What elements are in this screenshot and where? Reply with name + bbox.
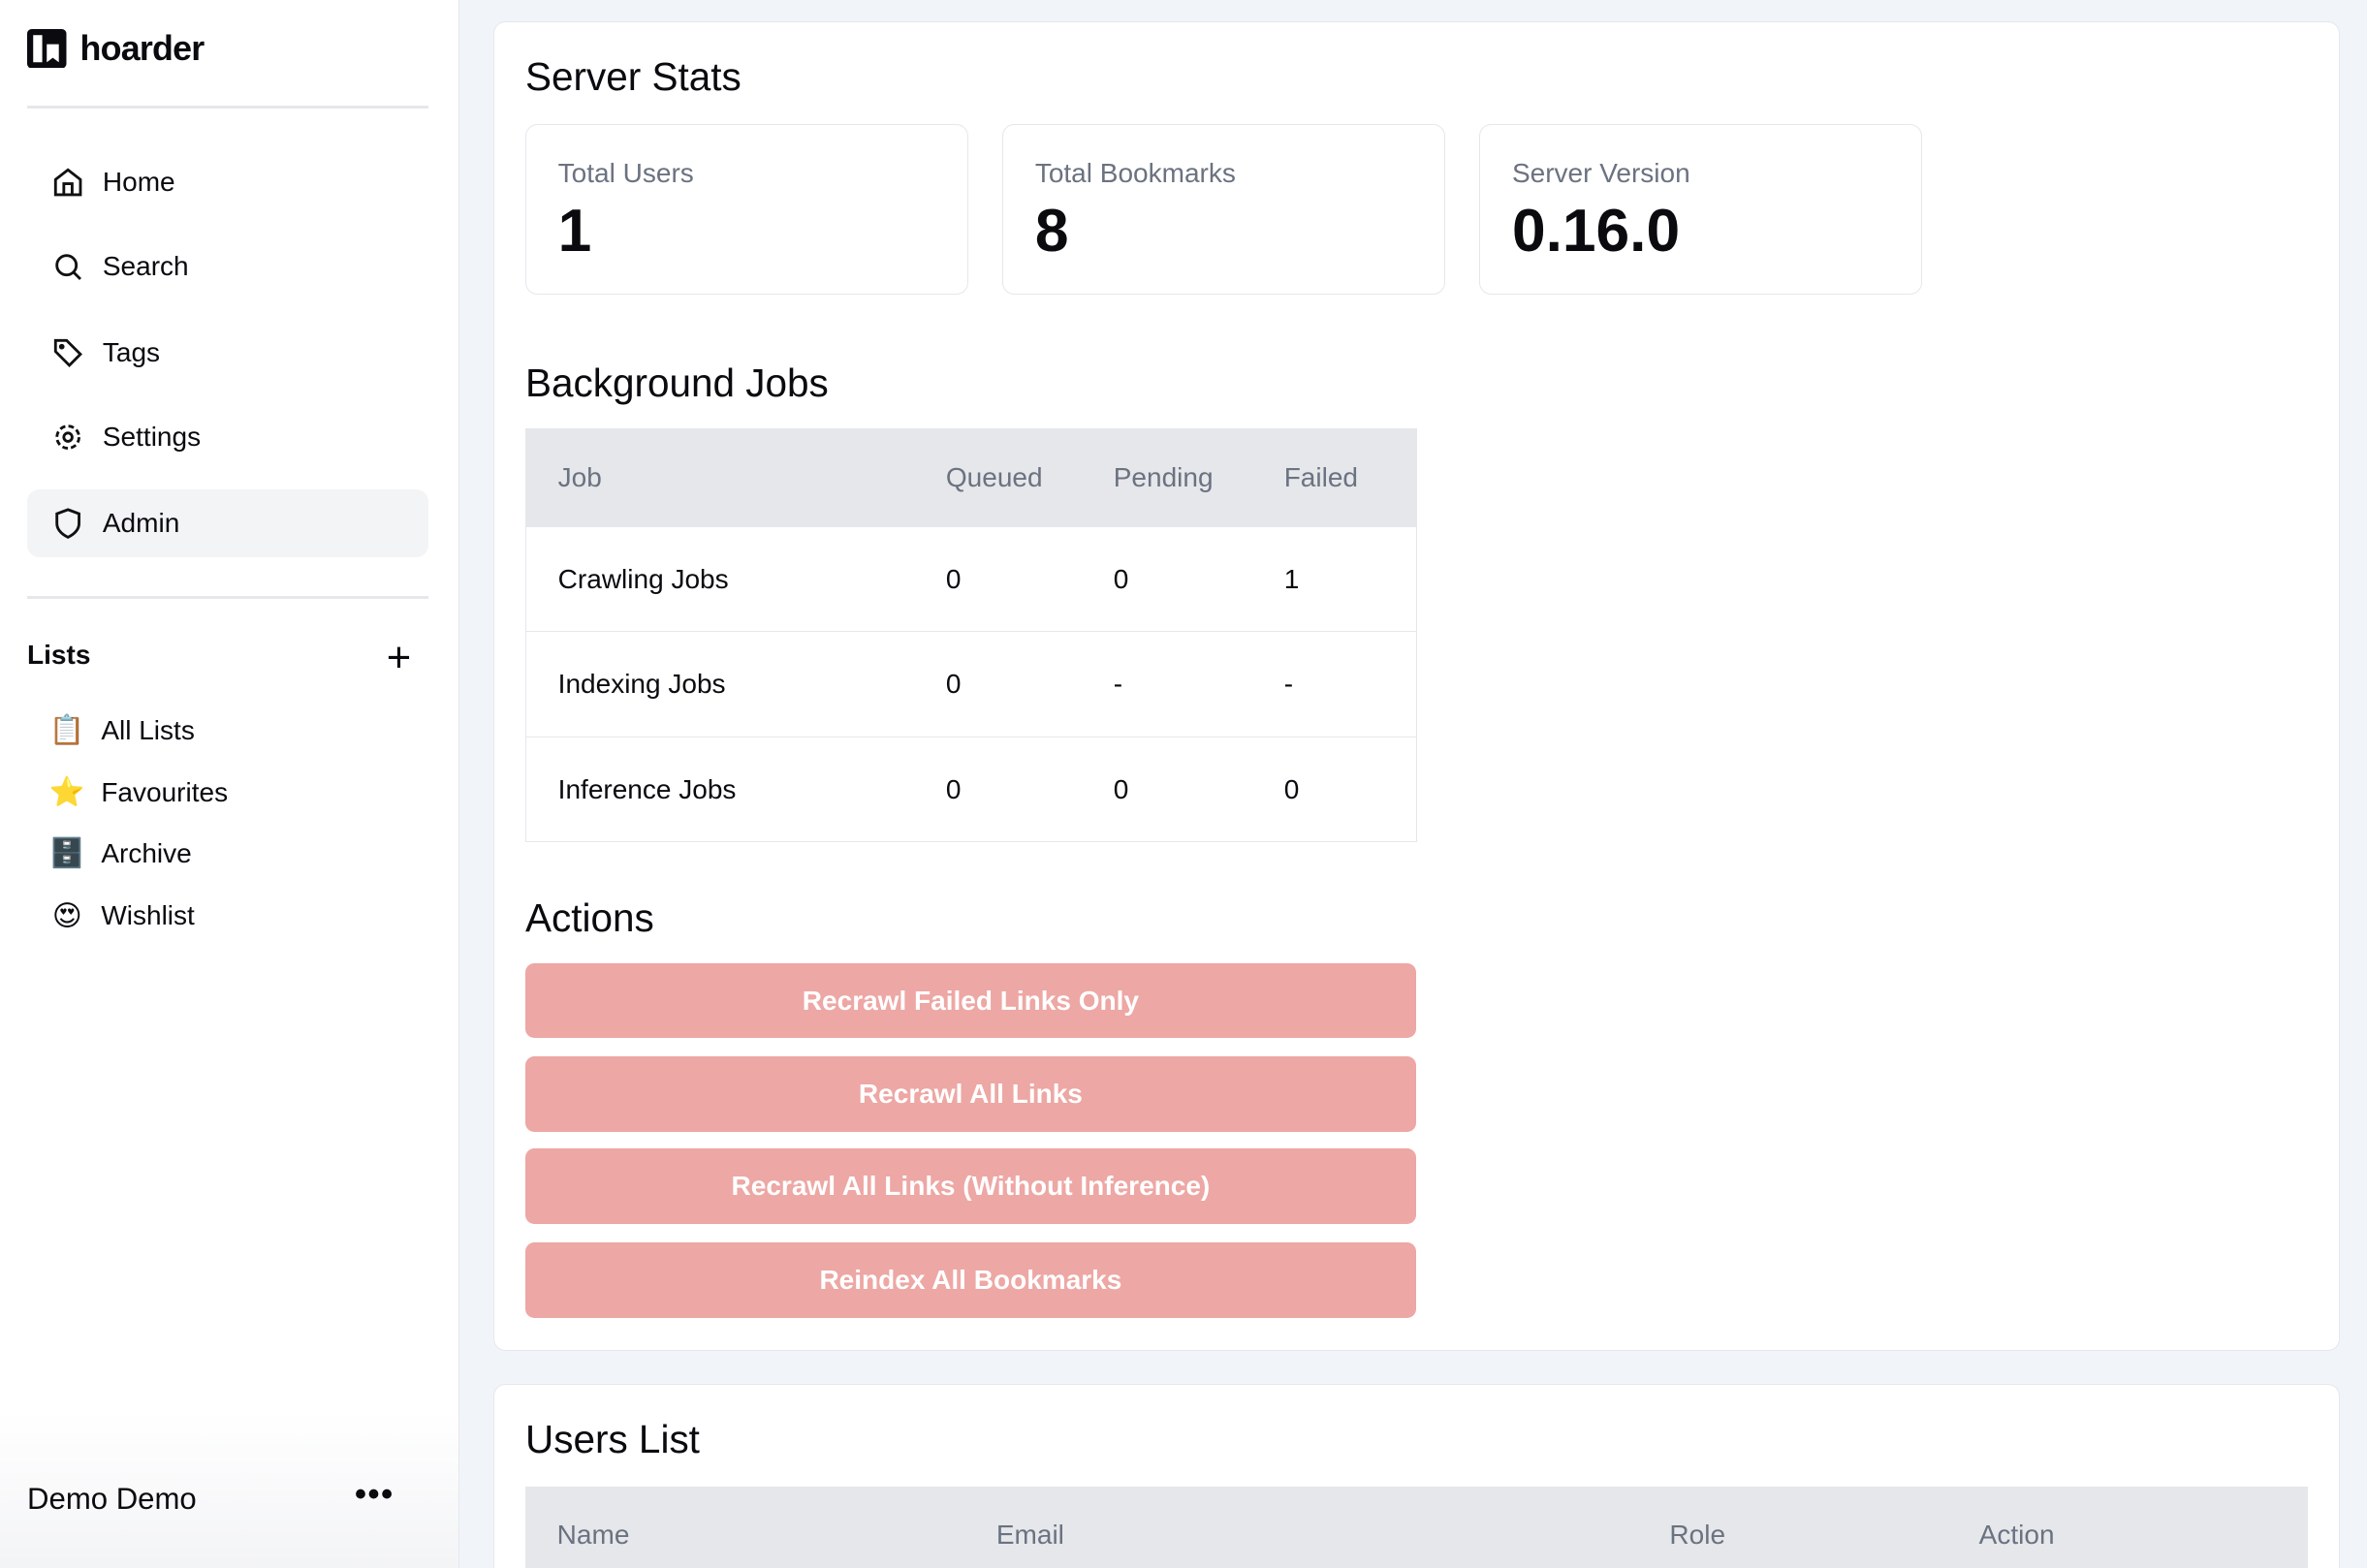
- stat-total-bookmarks: Total Bookmarks 8: [1002, 123, 1445, 296]
- col-action: Action: [1977, 1487, 2309, 1568]
- col-name: Name: [524, 1487, 995, 1568]
- divider: [27, 106, 429, 110]
- home-icon: [53, 168, 82, 196]
- cell: 0: [1282, 736, 1417, 842]
- sidebar: hoarder Home Search Tags Settings Admin …: [0, 0, 460, 1568]
- list-item-wishlist[interactable]: 😍 Wishlist: [48, 894, 195, 939]
- table-row: Crawling Jobs 0 0 1: [525, 525, 1417, 632]
- table-header: Job Queued Pending Failed: [525, 428, 1417, 527]
- col-pending: Pending: [1112, 428, 1283, 527]
- nav-admin[interactable]: Admin: [27, 488, 429, 557]
- col-queued: Queued: [944, 428, 1113, 527]
- cabinet-icon: 🗄️: [48, 837, 85, 870]
- nav-label: Settings: [102, 421, 202, 452]
- nav-home[interactable]: Home: [27, 148, 428, 216]
- cell: -: [1282, 631, 1417, 737]
- jobs-table: Job Queued Pending Failed Crawling Jobs 0…: [524, 428, 1418, 843]
- recrawl-all-button[interactable]: Recrawl All Links: [524, 1056, 1416, 1133]
- table-header: Name Email Role Action: [524, 1487, 2309, 1568]
- cell: Indexing Jobs: [525, 631, 945, 737]
- list-item-archive[interactable]: 🗄️ Archive: [48, 831, 192, 877]
- nav-label: Home: [102, 166, 175, 197]
- clipboard-icon: 📋: [48, 713, 85, 746]
- cell: 0: [944, 736, 1113, 842]
- list-label: Favourites: [101, 776, 229, 807]
- stat-value: 0.16.0: [1511, 198, 1681, 266]
- col-failed: Failed: [1282, 428, 1417, 527]
- logo[interactable]: hoarder: [27, 28, 205, 69]
- stat-server-version: Server Version 0.16.0: [1479, 123, 1922, 296]
- users-list-title: Users List: [524, 1417, 700, 1462]
- nav-label: Tags: [102, 336, 161, 367]
- actions-title: Actions: [524, 894, 654, 940]
- recrawl-failed-button[interactable]: Recrawl Failed Links Only: [524, 962, 1416, 1039]
- app-name: hoarder: [79, 28, 205, 68]
- list-item-favourites[interactable]: ⭐ Favourites: [48, 769, 228, 815]
- server-stats-title: Server Stats: [524, 54, 742, 100]
- users-table: Name Email Role Action: [524, 1487, 2309, 1568]
- nav-label: Search: [102, 250, 189, 281]
- star-icon: ⭐: [48, 775, 85, 808]
- stat-label: Total Users: [557, 157, 694, 188]
- add-list-button[interactable]: +: [386, 634, 412, 681]
- more-options-icon[interactable]: •••: [354, 1476, 394, 1514]
- user-name: Demo Demo: [27, 1482, 197, 1517]
- tag-icon: [53, 338, 82, 367]
- background-jobs-title: Background Jobs: [524, 361, 829, 406]
- table-row: Indexing Jobs 0- -: [525, 631, 1417, 737]
- cell: 1: [1282, 525, 1417, 632]
- list-label: Archive: [101, 838, 192, 869]
- heart-eyes-icon: 😍: [51, 899, 82, 932]
- stat-value: 1: [557, 198, 592, 266]
- cell: 0: [1112, 525, 1283, 632]
- stat-label: Total Bookmarks: [1034, 157, 1236, 188]
- divider: [27, 596, 429, 600]
- nav-label: Admin: [102, 507, 180, 538]
- gear-icon: [55, 424, 80, 450]
- stat-total-users: Total Users 1: [524, 123, 968, 296]
- logo-icon: [27, 28, 67, 69]
- cell: 0: [944, 525, 1113, 632]
- list-label: All Lists: [101, 714, 195, 745]
- table-row: Inference Jobs 0 0 0: [525, 736, 1417, 842]
- nav-tags[interactable]: Tags: [27, 319, 428, 387]
- shield-icon: [55, 507, 80, 539]
- cell: Inference Jobs: [525, 736, 945, 842]
- list-label: Wishlist: [101, 900, 195, 931]
- lists-title: Lists: [27, 640, 91, 671]
- recrawl-without-inference-button[interactable]: Recrawl All Links (Without Inference): [524, 1148, 1416, 1225]
- cell: 0: [1112, 736, 1283, 842]
- col-role: Role: [1667, 1487, 1978, 1568]
- nav-search[interactable]: Search: [27, 233, 428, 300]
- list-item-all-lists[interactable]: 📋 All Lists: [48, 707, 195, 753]
- col-job: Job: [525, 428, 945, 527]
- col-email: Email: [994, 1487, 1668, 1568]
- cell: Crawling Jobs: [525, 525, 945, 632]
- cell: -: [1112, 631, 1283, 737]
- cell: 0: [944, 631, 1113, 737]
- stat-label: Server Version: [1511, 157, 1690, 188]
- nav-settings[interactable]: Settings: [27, 403, 428, 471]
- search-icon: [55, 254, 81, 280]
- reindex-button[interactable]: Reindex All Bookmarks: [524, 1241, 1416, 1318]
- stat-value: 8: [1034, 198, 1069, 266]
